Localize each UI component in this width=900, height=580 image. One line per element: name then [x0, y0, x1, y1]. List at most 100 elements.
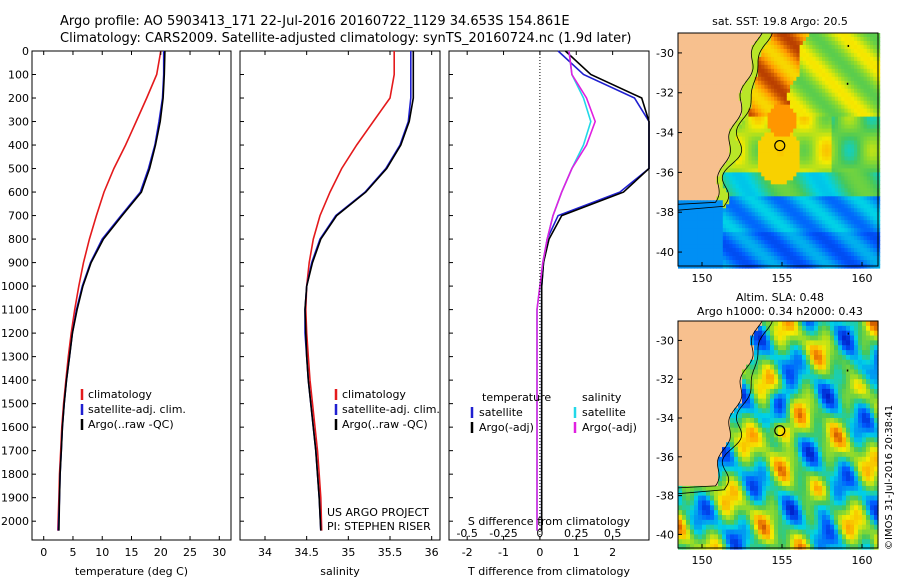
series-line-0	[57, 50, 162, 531]
y-tick-label: -38	[656, 490, 674, 503]
y-tick-label: 1100	[1, 304, 29, 317]
y-tick-label: -36	[656, 166, 674, 179]
y-tick-label: -30	[656, 334, 674, 347]
y-tick-label: -30	[656, 47, 674, 60]
y-tick-label: 500	[8, 163, 29, 176]
s-tick-label: 0	[536, 527, 543, 540]
y-tick-label: -36	[656, 451, 674, 464]
argo-position-marker	[774, 425, 786, 437]
sst-map-panel: sat. SST: 19.8 Argo: 20.5 150 155 160 -30 -3…	[656, 15, 881, 285]
y-tick-label: 400	[8, 139, 29, 152]
x-tick-label: 0	[536, 546, 543, 559]
coastline	[677, 320, 763, 489]
x-axis-label: salinity	[320, 565, 360, 578]
y-tick-label: -38	[656, 206, 674, 219]
header-line-1: Argo profile: AO 5903413_171 22-Jul-2016…	[60, 14, 570, 29]
sla-map-subtitle: Argo h1000: 0.34 h2000: 0.43	[697, 305, 863, 318]
legend-title-salinity: salinity	[582, 391, 622, 404]
legend-label: climatology	[88, 388, 152, 401]
s-tick-label: 0.5	[604, 527, 622, 540]
island-marker	[847, 332, 850, 335]
x-tick-label: 150	[692, 272, 713, 285]
project-label: US ARGO PROJECT	[327, 506, 429, 519]
x-tick-label: 160	[852, 272, 873, 285]
s-tick-label: -0.5	[456, 527, 477, 540]
x-tick-label: 34	[258, 546, 272, 559]
x-tick-label: 25	[183, 546, 197, 559]
series-line-2	[304, 51, 415, 531]
x-tick-label: 15	[125, 546, 139, 559]
x-tick-label: 20	[154, 546, 168, 559]
y-tick-label: 100	[8, 69, 29, 82]
y-tick-label: 1700	[1, 445, 29, 458]
s-tick-label: -0.25	[489, 527, 517, 540]
x-axis-label: T difference from climatology	[467, 565, 630, 578]
y-tick-label: 1800	[1, 468, 29, 481]
s-tick-label: 0.25	[564, 527, 589, 540]
argo-position-marker	[774, 139, 786, 152]
x-tick-label: -1	[498, 546, 509, 559]
y-tick-label: 1200	[1, 327, 29, 340]
series-line-1	[304, 51, 412, 531]
series-line-2	[58, 50, 166, 531]
x-tick-label: 155	[772, 272, 793, 285]
island-marker	[846, 82, 849, 85]
legend-label: satellite	[582, 406, 626, 419]
x-tick-label: 10	[95, 546, 109, 559]
y-tick-label: 300	[8, 116, 29, 129]
y-tick-label: -34	[656, 127, 674, 140]
sla-map-title: Altim. SLA: 0.48	[736, 291, 824, 304]
series-line-3	[536, 50, 597, 531]
y-tick-label: 1000	[1, 280, 29, 293]
x-tick-label: 160	[852, 554, 873, 567]
shelf-contour	[677, 320, 773, 495]
x-tick-label: 35	[341, 546, 355, 559]
temperature-panel: 0 5 10 15 20 25 300100200300400500600700800900…	[1, 45, 232, 578]
legend-label: satellite-adj. clim.	[88, 403, 186, 416]
x-tick-label: 150	[692, 554, 713, 567]
x-tick-label: 36	[425, 546, 439, 559]
y-tick-label: 700	[8, 210, 29, 223]
pi-label: PI: STEPHEN RISER	[327, 520, 431, 533]
x-tick-label: 34.5	[294, 546, 319, 559]
series-line-1	[57, 51, 165, 531]
y-tick-label: -34	[656, 412, 674, 425]
shelf-contour	[677, 32, 773, 211]
y-tick-label: 1500	[1, 398, 29, 411]
series-line-2	[536, 50, 592, 531]
legend-label: Argo(..raw -QC)	[342, 418, 428, 431]
s-axis-label: S difference from climatology	[468, 515, 631, 528]
y-tick-label: 1600	[1, 421, 29, 434]
x-tick-label: 0	[40, 546, 47, 559]
y-tick-label: 900	[8, 257, 29, 270]
x-tick-label: -2	[462, 546, 473, 559]
y-tick-label: -40	[656, 528, 674, 541]
legend-title-temperature: temperature	[482, 391, 551, 404]
x-tick-label: 5	[69, 546, 76, 559]
x-tick-label: 1	[573, 546, 580, 559]
x-axis-label: temperature (deg C)	[75, 565, 188, 578]
x-tick-label: 2	[609, 546, 616, 559]
y-tick-label: 2000	[1, 515, 29, 528]
y-tick-label: -40	[656, 246, 674, 259]
legend-label: Argo(..raw -QC)	[88, 418, 174, 431]
difference-panel: -2 -1 0 1 2 T difference from climatology S di…	[448, 50, 650, 578]
legend-label: satellite-adj. clim.	[342, 403, 440, 416]
y-tick-label: 1300	[1, 351, 29, 364]
y-tick-label: -32	[656, 373, 674, 386]
salinity-panel: 34 34.5 35 35.5 36 salinity climatology satelli…	[239, 50, 441, 578]
legend-label: Argo(-adj)	[582, 421, 637, 434]
island-marker	[846, 369, 849, 372]
x-tick-label: 155	[772, 554, 793, 567]
sst-map-title: sat. SST: 19.8 Argo: 20.5	[712, 15, 848, 28]
y-tick-label: -32	[656, 87, 674, 100]
y-tick-label: 1400	[1, 374, 29, 387]
y-tick-label: 200	[8, 92, 29, 105]
island-marker	[847, 44, 850, 47]
sla-field	[678, 321, 879, 550]
x-tick-label: 35.5	[378, 546, 403, 559]
legend-label: climatology	[342, 388, 406, 401]
legend-label: satellite	[479, 406, 523, 419]
coastline	[677, 32, 763, 205]
